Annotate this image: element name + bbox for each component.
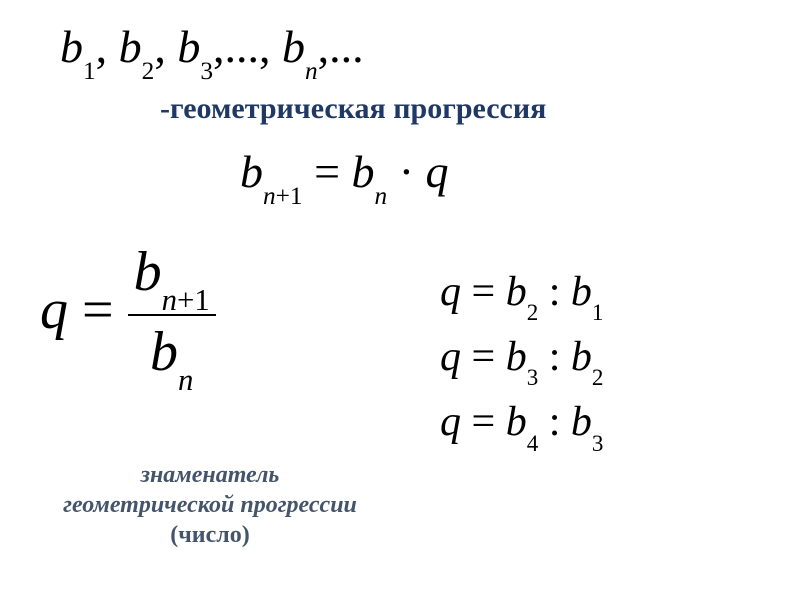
ratio-line-1: q = b2 : b1 xyxy=(440,260,603,325)
ratio-definition-formula: q = bn+1 bn xyxy=(40,240,216,390)
caption-line3: (число) xyxy=(50,520,370,550)
caption-denominator: знаменатель геометрической прогрессии (ч… xyxy=(50,460,370,550)
ratio-line-2: q = b3 : b2 xyxy=(440,325,603,390)
caption-line2: геометрической прогрессии xyxy=(50,490,370,520)
title-geometric-progression: -геометрическая прогрессия xyxy=(160,92,546,126)
slide: b1, b2, b3,..., bn,... -геометрическая п… xyxy=(0,0,800,600)
ratio-examples: q = b2 : b1 q = b3 : b2 q = b4 : b3 xyxy=(440,260,603,456)
seq-b3: b3 xyxy=(177,21,213,72)
seq-bn: bn xyxy=(282,21,318,72)
seq-b1: b1 xyxy=(60,21,96,72)
recurrence-formula: bn+1 = bn · q xyxy=(240,145,449,204)
ratio-line-3: q = b4 : b3 xyxy=(440,390,603,455)
fraction: bn+1 bn xyxy=(128,240,216,390)
sequence-expression: b1, b2, b3,..., bn,... xyxy=(60,20,364,79)
caption-line1: знаменатель xyxy=(50,460,370,490)
seq-b2: b2 xyxy=(119,21,155,72)
